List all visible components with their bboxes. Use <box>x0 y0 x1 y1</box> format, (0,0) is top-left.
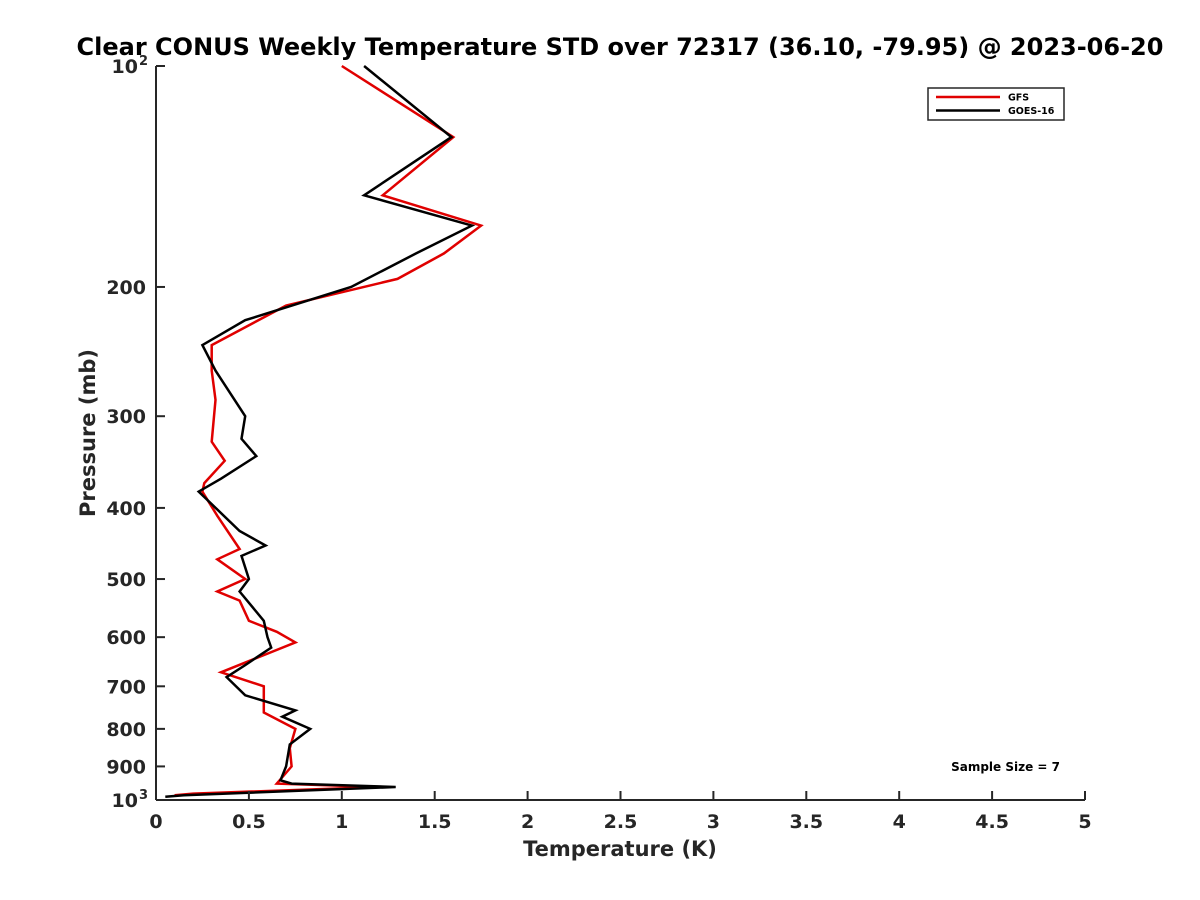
sample-size-annotation: Sample Size = 7 <box>951 760 1060 774</box>
y-tick-label: 600 <box>106 627 146 649</box>
x-tick-label: 3 <box>707 811 720 833</box>
y-axis-label: Pressure (mb) <box>76 349 100 517</box>
legend-label: GOES-16 <box>1008 106 1055 117</box>
legend: GFS GOES-16 <box>927 87 1065 121</box>
x-tick-label: 3.5 <box>789 811 823 833</box>
x-tick-label: 0.5 <box>232 811 266 833</box>
series-line-goes-16 <box>165 65 476 799</box>
legend-label: GFS <box>1008 93 1029 104</box>
y-tick-label: 700 <box>106 676 146 698</box>
x-tick-label: 1 <box>335 811 348 833</box>
x-tick-label: 5 <box>1078 811 1091 833</box>
y-tick-label: 200 <box>106 277 146 299</box>
y-tick-label: 800 <box>106 719 146 741</box>
y-tick-label: 300 <box>106 406 146 428</box>
y-tick-label: 10 <box>112 790 138 812</box>
x-tick-label: 2.5 <box>604 811 638 833</box>
y-tick-label: 400 <box>106 498 146 520</box>
series-line-gfs <box>174 64 484 797</box>
x-tick-label: 1.5 <box>418 811 452 833</box>
y-tick-exponent: 3 <box>139 788 148 803</box>
legend-box <box>927 87 1065 121</box>
chart-title: Clear CONUS Weekly Temperature STD over … <box>77 33 1164 61</box>
x-tick-label: 0 <box>149 811 162 833</box>
y-tick-label: 900 <box>106 756 146 778</box>
x-tick-label: 4.5 <box>975 811 1009 833</box>
x-axis: 0 0.5 1 1.5 2 2.5 3 3.5 4 4.5 5 <box>149 791 1092 833</box>
x-tick-label: 2 <box>521 811 534 833</box>
plot-area <box>155 64 1085 801</box>
y-tick-label: 10 <box>112 56 138 78</box>
y-tick-exponent: 2 <box>139 54 148 69</box>
x-tick-label: 4 <box>893 811 906 833</box>
y-tick-label: 500 <box>106 569 146 591</box>
x-axis-label: Temperature (K) <box>523 837 717 861</box>
